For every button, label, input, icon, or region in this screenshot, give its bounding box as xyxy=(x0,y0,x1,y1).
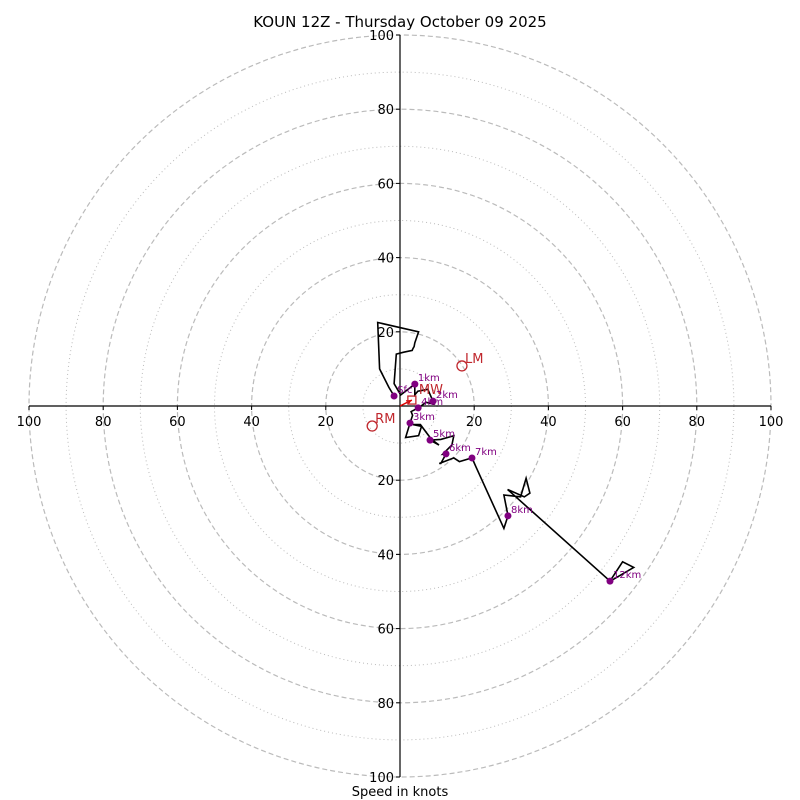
hodograph-line xyxy=(376,321,636,583)
height-marker xyxy=(442,450,450,458)
y-tick-label: 100 xyxy=(369,29,394,44)
height-marker xyxy=(414,404,422,412)
x-tick-label: 40 xyxy=(540,415,557,430)
height-marker xyxy=(406,419,414,427)
height-marker-label: 1km xyxy=(418,373,440,384)
height-marker-label: Sfc xyxy=(397,385,412,396)
y-tick-label: 20 xyxy=(377,326,394,341)
mean-wind-label: MW xyxy=(419,383,443,398)
height-marker xyxy=(411,380,419,388)
hodograph-layer xyxy=(376,321,636,583)
height-marker xyxy=(390,392,398,400)
y-tick-label: 40 xyxy=(377,252,394,267)
rm-marker xyxy=(366,420,378,432)
height-marker-label: 12km xyxy=(613,570,641,581)
x-tick-label: 40 xyxy=(243,415,260,430)
height-marker xyxy=(468,454,476,462)
x-tick-label: 60 xyxy=(614,415,631,430)
tick-labels: 100 80 60 40 20 20 40 60 80 100 100 80 60 40 20 20 40 60 8… xyxy=(17,29,784,786)
y-tick-label: 60 xyxy=(377,177,394,192)
x-tick-label: 60 xyxy=(169,415,186,430)
y-tick-label: 40 xyxy=(377,548,394,563)
x-tick-label: 20 xyxy=(466,415,483,430)
y-tick-label: 80 xyxy=(377,103,394,118)
height-marker xyxy=(504,512,512,520)
chart-title: KOUN 12Z - Thursday October 09 2025 xyxy=(253,13,546,31)
y-tick-label: 20 xyxy=(377,474,394,489)
height-marker-label: 7km xyxy=(475,447,497,458)
height-marker-label: 2km xyxy=(436,390,458,401)
x-tick-label: 20 xyxy=(318,415,335,430)
mean-wind-marker xyxy=(407,395,417,405)
x-tick-label: 100 xyxy=(17,415,42,430)
height-marker-label: 6km xyxy=(449,443,471,454)
y-tick-label: 80 xyxy=(377,697,394,712)
height-marker-label: 3km xyxy=(413,412,435,423)
height-marker-label: 8km xyxy=(511,505,533,516)
height-marker xyxy=(426,436,434,444)
x-tick-label: 80 xyxy=(95,415,112,430)
height-marker-label: 4km xyxy=(421,397,443,408)
lm-marker xyxy=(456,360,468,372)
y-tick-label: 100 xyxy=(369,771,394,786)
y-tick-label: 60 xyxy=(377,623,394,638)
height-marker-label: 5km xyxy=(433,429,455,440)
lm-label: LM xyxy=(465,352,483,367)
x-axis-label: Speed in knots xyxy=(352,785,449,800)
storm-motion-layer: LM RM MW xyxy=(366,352,483,432)
height-marker xyxy=(606,577,614,585)
x-tick-label: 100 xyxy=(759,415,784,430)
x-tick-label: 80 xyxy=(689,415,706,430)
rm-label: RM xyxy=(375,412,395,427)
height-marker xyxy=(429,397,437,405)
